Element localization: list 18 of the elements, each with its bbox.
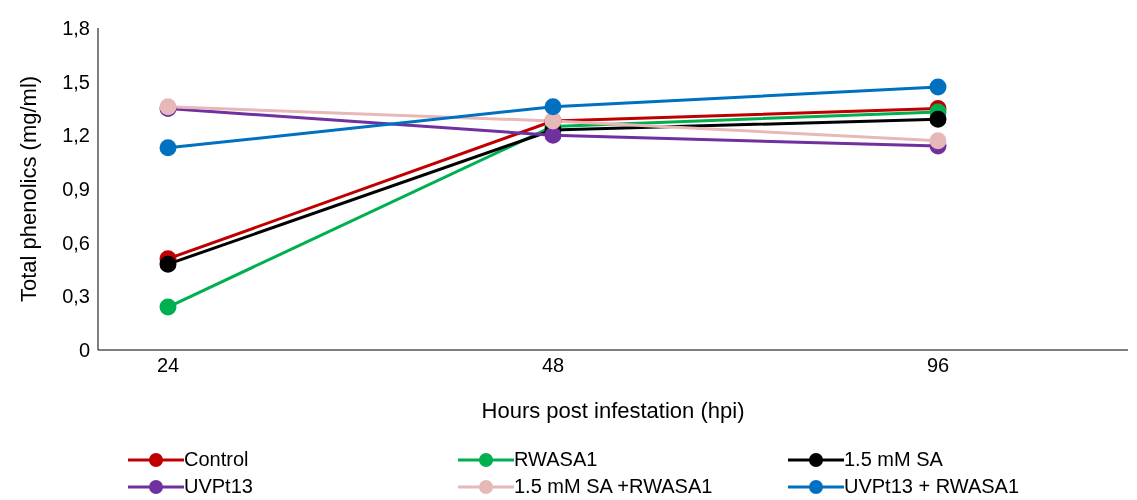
y-tick-label: 1,2 [62,124,90,147]
x-tick-label: 48 [541,354,565,377]
y-tick-label: 0,3 [62,285,90,308]
y-tick-label: 0,9 [62,178,90,201]
x-tick-label: 24 [156,354,180,377]
x-tick-label: 96 [926,354,950,377]
legend-label: 1.5 mM SA [844,448,943,471]
legend-label: UVPt13 + RWASA1 [844,475,1020,498]
legend-label: UVPt13 [184,475,253,498]
legend-label: 1.5 mM SA +RWASA1 [514,475,713,498]
legend-label: RWASA1 [514,448,598,471]
y-tick-label: 1,5 [62,70,90,93]
y-tick-label: 0,6 [62,231,90,254]
y-tick-label: 1,8 [62,17,90,40]
y-tick-label: 0 [78,339,90,362]
y-axis-title: Total phenolics (mg/ml) [15,75,41,303]
legend-label: Control [184,448,249,471]
x-axis-title: Hours post infestation (hpi) [481,398,745,423]
